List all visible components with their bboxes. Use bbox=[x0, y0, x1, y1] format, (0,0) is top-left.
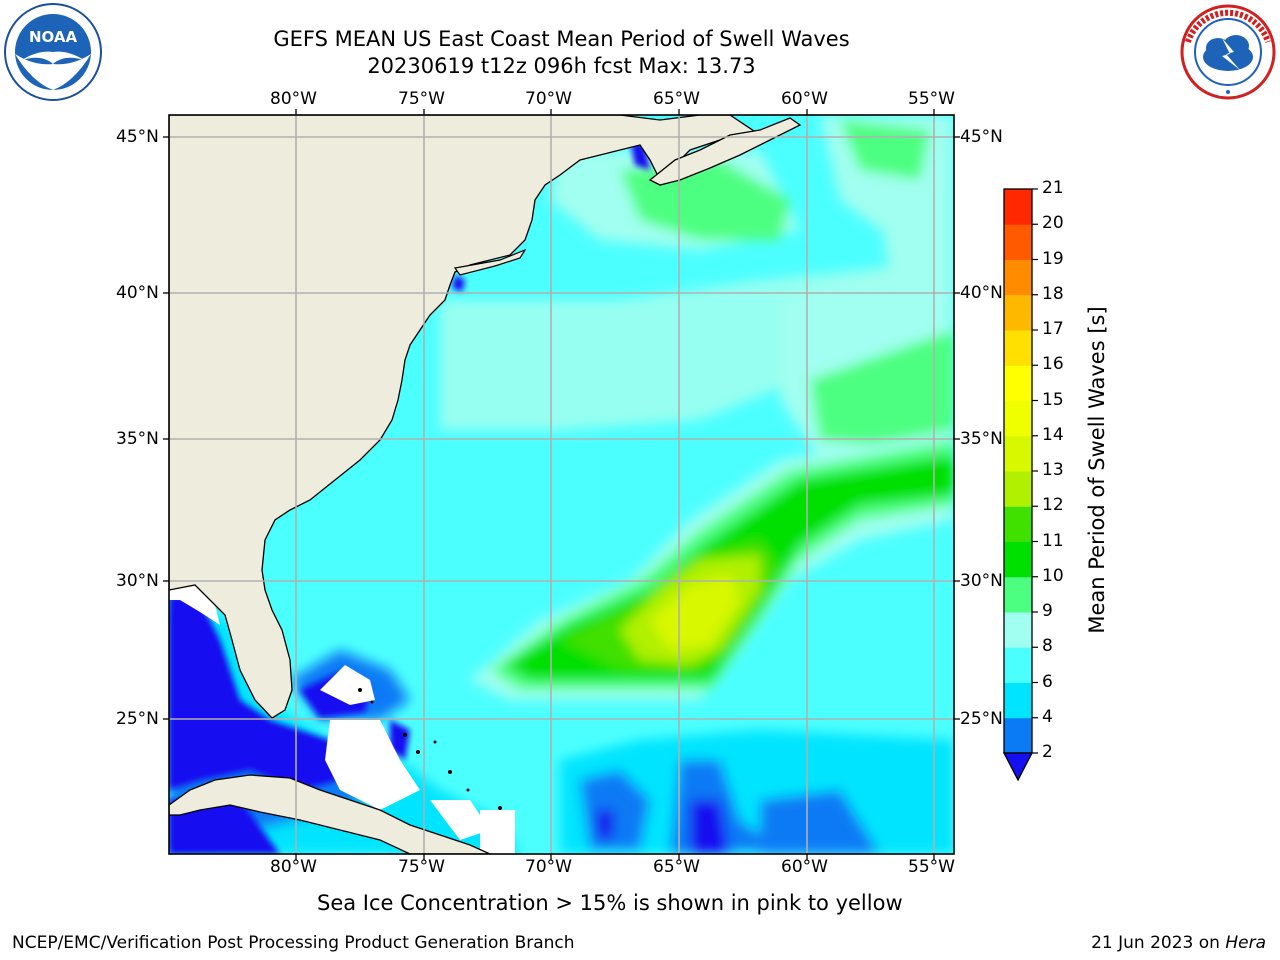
colorbar-tick-label: 11 bbox=[1042, 530, 1064, 551]
lat-label-left: 25°N bbox=[116, 709, 159, 729]
colorbar-tick-label: 16 bbox=[1042, 354, 1064, 375]
colorbar-segment bbox=[1004, 400, 1032, 437]
colorbar-segment bbox=[1004, 294, 1032, 331]
noaa-logo-text: NOAA bbox=[29, 28, 78, 46]
colorbar-tick-label: 17 bbox=[1042, 319, 1064, 339]
lat-label-right: 45°N bbox=[960, 127, 1003, 147]
lon-label-top: 80°W bbox=[270, 89, 317, 109]
colorbar-tick-label: 2 bbox=[1042, 742, 1053, 762]
colorbar-tick-label: 13 bbox=[1042, 460, 1064, 480]
colorbar-segment bbox=[1004, 365, 1032, 401]
colorbar-segment bbox=[1004, 506, 1032, 542]
long-island bbox=[453, 248, 527, 276]
colorbar bbox=[1002, 188, 1038, 782]
colorbar-tick-label: 21 bbox=[1042, 178, 1064, 198]
lat-label-right: 35°N bbox=[960, 429, 1003, 449]
lon-label-top: 65°W bbox=[653, 89, 700, 109]
chart-subtitle: 20230619 t12z 096h fcst Max: 13.73 bbox=[367, 54, 756, 78]
colorbar-segment bbox=[1004, 435, 1032, 472]
nova-scotia-land bbox=[648, 117, 802, 186]
lat-label-left: 30°N bbox=[116, 571, 159, 591]
map-frame bbox=[168, 114, 955, 855]
chart-title: GEFS MEAN US East Coast Mean Period of S… bbox=[273, 27, 850, 51]
colorbar-segment bbox=[1004, 224, 1032, 260]
lat-label-right: 40°N bbox=[960, 283, 1003, 303]
colorbar-tick-label: 4 bbox=[1042, 706, 1053, 727]
producer-credit: NCEP/EMC/Verification Post Processing Pr… bbox=[12, 933, 575, 953]
lat-label-right: 25°N bbox=[960, 709, 1003, 729]
bahamas-banks bbox=[169, 580, 515, 854]
map-ticks bbox=[163, 109, 960, 860]
colorbar-segment bbox=[1004, 682, 1032, 719]
date-text: 21 Jun 2023 on bbox=[1091, 933, 1226, 953]
colorbar-tick-label: 12 bbox=[1042, 495, 1064, 516]
colorbar-tick-label: 15 bbox=[1042, 389, 1064, 410]
map-field bbox=[169, 115, 954, 854]
map-graticule bbox=[169, 115, 954, 854]
host-name: Hera bbox=[1225, 933, 1266, 953]
colorbar-tick-label: 19 bbox=[1042, 248, 1064, 269]
colorbar-tick-label: 14 bbox=[1042, 424, 1064, 445]
colorbar-segment bbox=[1004, 647, 1032, 683]
lon-label-top: 55°W bbox=[908, 89, 955, 109]
colorbar-tick-label: 6 bbox=[1042, 671, 1053, 692]
colorbar-tick-label: 9 bbox=[1042, 601, 1053, 621]
cuba-land bbox=[169, 774, 491, 854]
colorbar-tick-label: 8 bbox=[1042, 636, 1053, 657]
colorbar-label: Mean Period of Swell Waves [s] bbox=[1085, 306, 1109, 634]
colorbar-tick-label: 10 bbox=[1042, 565, 1064, 586]
colorbar-tick-label: 20 bbox=[1042, 213, 1064, 234]
colorbar-segment bbox=[1004, 189, 1032, 225]
noaa-logo-icon: NOAA bbox=[4, 3, 102, 101]
lat-label-left: 40°N bbox=[116, 283, 159, 303]
colorbar-segment bbox=[1004, 259, 1032, 296]
lon-label-bottom: 75°W bbox=[398, 857, 445, 877]
colorbar-segment bbox=[1004, 471, 1032, 507]
lon-label-top: 75°W bbox=[398, 89, 445, 109]
sea-ice-note: Sea Ice Concentration > 15% is shown in … bbox=[317, 891, 903, 915]
generation-date: 21 Jun 2023 on Hera bbox=[1091, 933, 1266, 953]
caribbean-islands bbox=[358, 688, 502, 810]
colorbar-tick-label: 18 bbox=[1042, 283, 1064, 304]
nws-logo-icon bbox=[1180, 4, 1276, 100]
colorbar-segment bbox=[1004, 330, 1032, 366]
lon-label-bottom: 65°W bbox=[653, 857, 700, 877]
lon-label-bottom: 80°W bbox=[270, 857, 317, 877]
colorbar-segment bbox=[1004, 541, 1032, 578]
lat-label-right: 30°N bbox=[960, 571, 1003, 591]
shallow-water-areas bbox=[169, 140, 650, 854]
colorbar-extend-arrow bbox=[1002, 752, 1034, 782]
colorbar-segment bbox=[1004, 576, 1032, 613]
lon-label-bottom: 60°W bbox=[781, 857, 828, 877]
lon-label-top: 60°W bbox=[781, 89, 828, 109]
colorbar-segment bbox=[1004, 717, 1032, 754]
lon-label-bottom: 55°W bbox=[908, 857, 955, 877]
lat-label-left: 35°N bbox=[116, 429, 159, 449]
lon-label-bottom: 70°W bbox=[525, 857, 572, 877]
colorbar-segment bbox=[1004, 612, 1032, 648]
lon-label-top: 70°W bbox=[525, 89, 572, 109]
lat-label-left: 45°N bbox=[116, 127, 159, 147]
